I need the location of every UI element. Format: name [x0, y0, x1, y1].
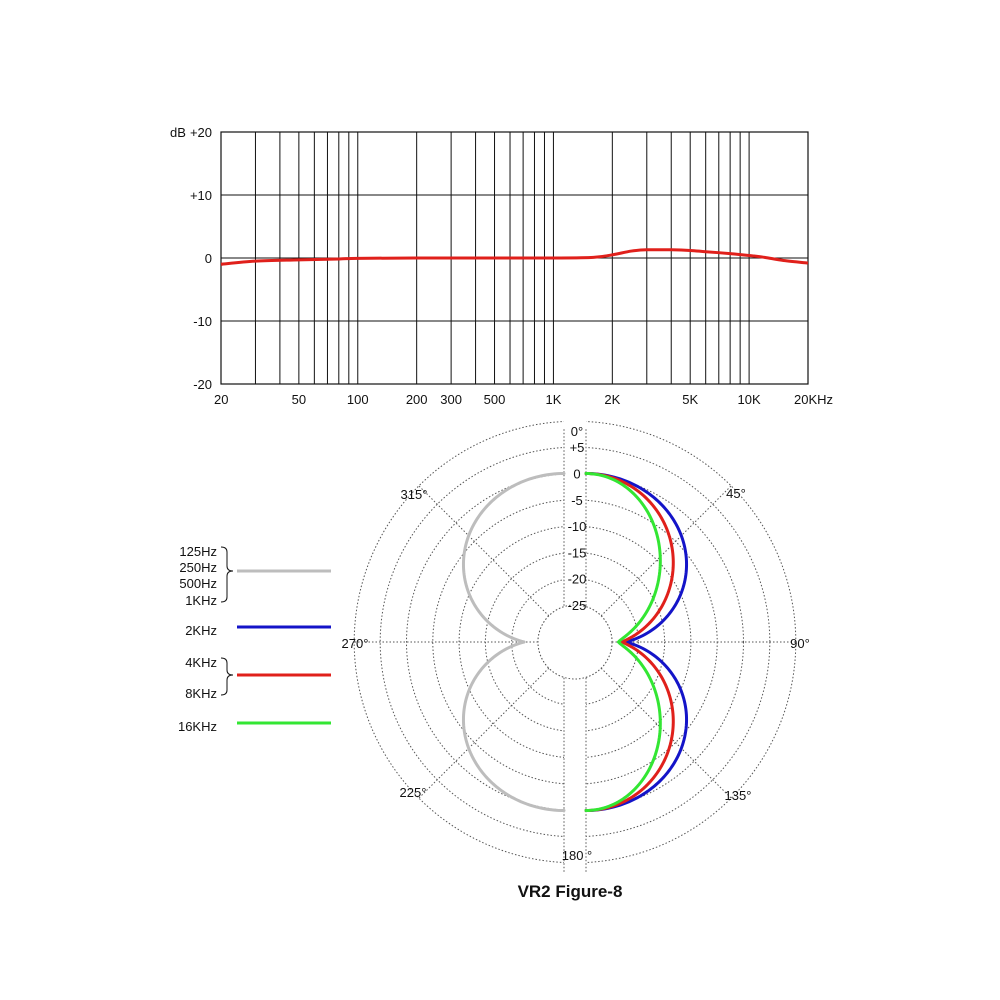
polar-spoke: [418, 667, 550, 799]
legend-label: 125Hz: [179, 544, 217, 559]
y-tick-label: -20: [193, 377, 212, 392]
radial-tick-label: -20: [568, 572, 587, 587]
x-tick-label: 1K: [545, 392, 561, 407]
legend-label: 8KHz: [185, 686, 217, 701]
x-tick-label: 50: [292, 392, 306, 407]
polar-lobe-lower: [584, 640, 689, 812]
legend-label: 1KHz: [185, 593, 217, 608]
y-tick-label: +10: [190, 188, 212, 203]
y-tick-label: +20: [190, 125, 212, 140]
polar-lobe-lower: [461, 640, 566, 812]
angle-label: 180 °: [562, 848, 593, 863]
x-tick-label: 200: [406, 392, 428, 407]
polar-lobe-upper: [461, 472, 566, 644]
frequency-response-line: [220, 248, 809, 266]
y-unit-label: dB: [170, 125, 186, 140]
polar-lobe-upper: [584, 472, 675, 644]
x-tick-label: 100: [347, 392, 369, 407]
polar-lobe-upper: [584, 472, 689, 644]
polar-ring: [458, 525, 692, 759]
radial-tick-label: 0: [573, 467, 580, 482]
legend-label: 500Hz: [179, 576, 217, 591]
polar-spoke: [600, 485, 732, 617]
y-tick-label: 0: [205, 251, 212, 266]
x-tick-label: 20KHz: [794, 392, 833, 407]
legend-label: 2KHz: [185, 623, 217, 638]
polar-ring: [406, 473, 744, 811]
angle-label: 135°: [725, 788, 752, 803]
plot-frame: [220, 131, 809, 385]
legend-brace: [220, 546, 234, 603]
y-tick-label: -10: [193, 314, 212, 329]
angle-label: 225°: [400, 785, 427, 800]
polar-center-hole: [537, 604, 613, 680]
radial-tick-label: -15: [568, 545, 587, 560]
legend-brace: [220, 657, 234, 696]
x-tick-label: 2K: [604, 392, 620, 407]
angle-label: 0°: [571, 424, 583, 439]
angle-label: 270°: [342, 636, 369, 651]
polar-pattern-chart: +5 0 -5 -10 -15 -20 -25 0° 45° 90° 135° 180 ° 225° 27…: [342, 419, 810, 873]
legend-label: 4KHz: [185, 655, 217, 670]
polar-lobe-lower: [584, 640, 662, 812]
radial-tick-label: -25: [568, 598, 587, 613]
radial-tick-label: +5: [570, 440, 585, 455]
x-tick-label: 5K: [682, 392, 698, 407]
angle-label: 90°: [790, 636, 810, 651]
x-tick-label: 20: [214, 392, 228, 407]
legend-label: 250Hz: [179, 560, 217, 575]
angle-label: 315°: [401, 487, 428, 502]
polar-spoke: [600, 667, 732, 799]
x-tick-label: 10K: [738, 392, 761, 407]
polar-lobe-lower: [584, 640, 675, 812]
frequency-response-chart: +20 +10 0 -10 -20 dB 20 50 100 200 300 500 1K 2K 5K 10K…: [170, 125, 833, 407]
polar-spoke: [418, 485, 550, 617]
x-tick-label: 500: [484, 392, 506, 407]
polar-chart-title: VR2 Figure-8: [518, 882, 623, 901]
x-tick-label: 300: [440, 392, 462, 407]
radial-tick-label: -5: [571, 493, 583, 508]
polar-lobe-upper: [584, 472, 662, 644]
legend-label: 16KHz: [178, 719, 217, 734]
angle-label: 45°: [726, 486, 746, 501]
radial-tick-label: -10: [568, 519, 587, 534]
